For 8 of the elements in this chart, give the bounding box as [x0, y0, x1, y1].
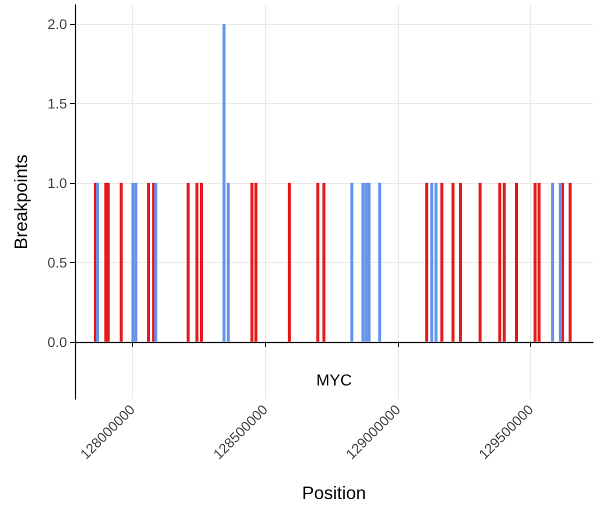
- annotation: MYC: [316, 372, 352, 390]
- y-tick-label: 0.5: [48, 254, 68, 270]
- y-tick-label: 2.0: [48, 16, 68, 32]
- y-axis-title: Breakpoints: [11, 154, 31, 250]
- y-tick-label: 0.0: [48, 334, 68, 350]
- x-axis-title: Position: [302, 483, 366, 503]
- y-tick-label: 1.0: [48, 174, 68, 191]
- y-tick-label: 1.5: [48, 96, 68, 112]
